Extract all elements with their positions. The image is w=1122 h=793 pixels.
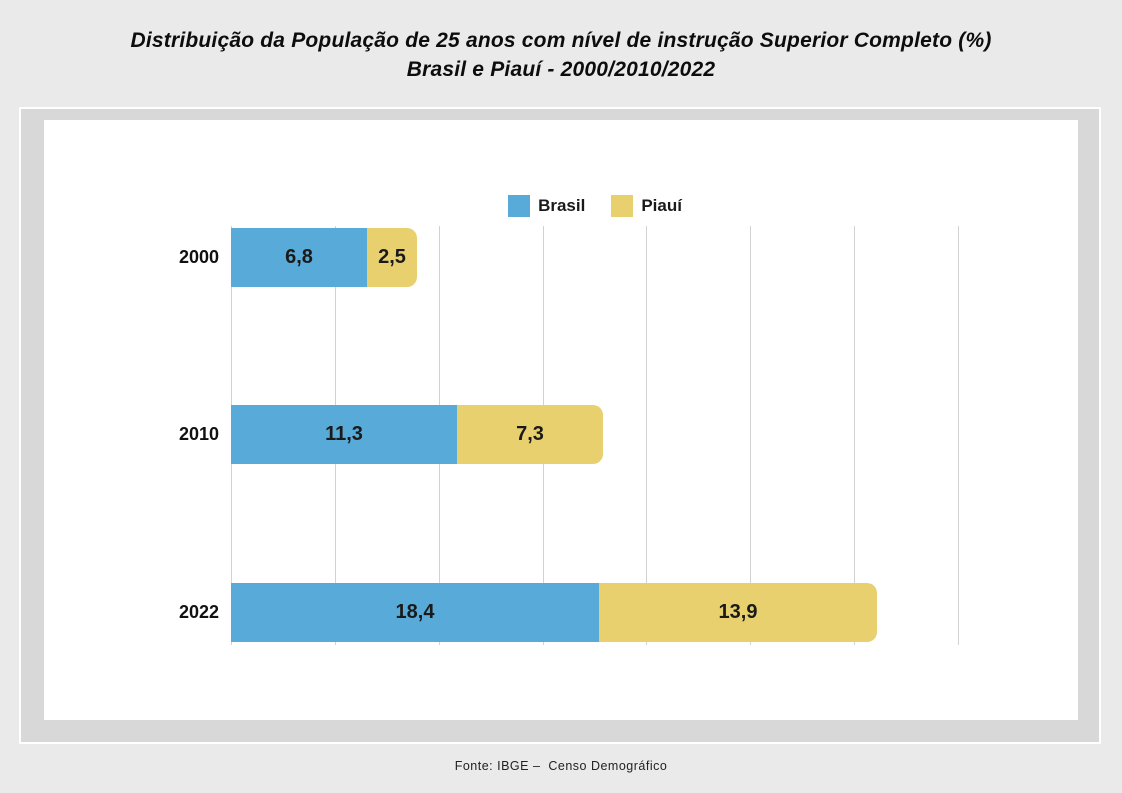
gridline	[854, 226, 855, 645]
chart-panel: Brasil Piauí 2000 6,8 2,5 2010 11,3 7,3 2022 18…	[44, 120, 1078, 720]
bar-segment-piaui-2022: 13,9	[599, 583, 877, 642]
category-label-2010: 2010	[178, 424, 219, 444]
legend-label-piaui: Piauí	[641, 196, 682, 215]
bar-row-2000: 6,8 2,5	[231, 228, 417, 287]
brasil-swatch-icon	[508, 195, 531, 217]
legend-label-brasil: Brasil	[538, 196, 586, 215]
bar-row-2010: 11,3 7,3	[231, 405, 603, 464]
chart-title: Distribuição da População de 25 anos com…	[0, 26, 1122, 84]
gridline	[958, 226, 959, 645]
category-label-2000: 2000	[178, 247, 219, 267]
bar-segment-brasil-2010: 11,3	[231, 405, 457, 464]
piaui-swatch-icon	[611, 195, 634, 217]
category-label-2022: 2022	[178, 602, 219, 622]
chart-title-line1: Distribuição da População de 25 anos com…	[130, 29, 992, 52]
legend: Brasil Piauí	[231, 194, 959, 218]
chart-card: Brasil Piauí 2000 6,8 2,5 2010 11,3 7,3 2022 18…	[19, 107, 1101, 744]
legend-item-piaui: Piauí	[611, 195, 682, 217]
legend-item-brasil: Brasil	[508, 195, 585, 217]
plot-area: 2000 6,8 2,5 2010 11,3 7,3 2022 18,4 13,9	[179, 226, 959, 645]
gridline	[750, 226, 751, 645]
source-note: Fonte: IBGE – Censo Demográfico	[454, 759, 668, 773]
bar-segment-piaui-2010: 7,3	[457, 405, 603, 464]
bar-row-2022: 18,4 13,9	[231, 583, 877, 642]
chart-title-line2: Brasil e Piauí - 2000/2010/2022	[406, 58, 716, 81]
gridline	[646, 226, 647, 645]
bar-segment-brasil-2000: 6,8	[231, 228, 367, 287]
bar-segment-brasil-2022: 18,4	[231, 583, 599, 642]
bar-segment-piaui-2000: 2,5	[367, 228, 417, 287]
